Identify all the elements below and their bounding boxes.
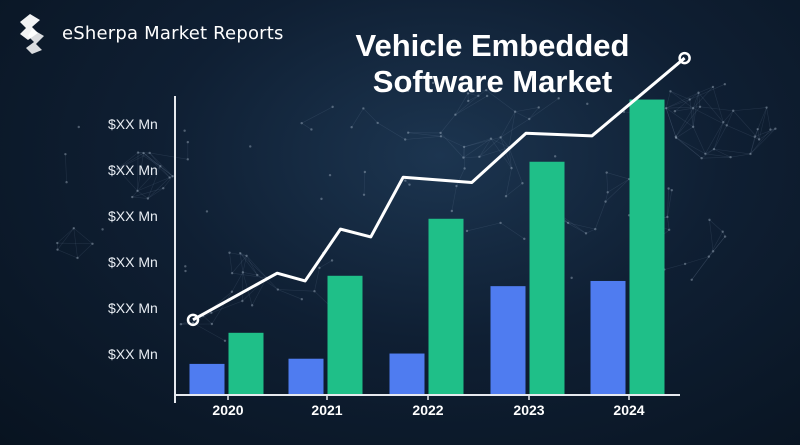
bar-green-2023 xyxy=(529,161,565,395)
trend-line xyxy=(192,56,686,322)
x-tick-label-2021: 2021 xyxy=(311,402,342,418)
y-tick-label: $XX Mn xyxy=(108,300,158,316)
x-axis-tick-labels: 2020 2021 2022 2023 2024 xyxy=(212,402,644,418)
trend-end-marker xyxy=(678,51,691,65)
trend-start-marker xyxy=(186,313,200,327)
y-tick-label: $XX Mn xyxy=(108,162,158,178)
bar-blue-2024 xyxy=(590,280,626,395)
brand-name: eSherpa Market Reports xyxy=(62,22,284,44)
bar-blue-2022 xyxy=(389,353,425,395)
esherpa-logo-icon xyxy=(20,14,44,54)
bar-blue-2021 xyxy=(288,358,324,395)
bar-blue-2023 xyxy=(490,286,526,395)
y-tick-label: $XX Mn xyxy=(108,254,158,270)
bar-green-2022 xyxy=(428,218,464,395)
bar-blue-2020 xyxy=(189,363,225,395)
y-tick-label: $XX Mn xyxy=(108,346,158,362)
x-tick-label-2023: 2023 xyxy=(513,402,544,418)
x-tick-label-2022: 2022 xyxy=(412,402,443,418)
brand-header: eSherpa Market Reports xyxy=(10,10,284,56)
bar-green-2020 xyxy=(228,332,264,395)
chart-axes xyxy=(174,96,680,403)
y-tick-label: $XX Mn xyxy=(108,116,158,132)
x-tick-label-2024: 2024 xyxy=(613,402,644,418)
chart-title: Vehicle Embedded Software Market xyxy=(355,28,630,99)
bar-green-2024 xyxy=(629,99,665,396)
y-axis-tick-labels: $XX Mn $XX Mn $XX Mn $XX Mn $XX Mn $XX Mn xyxy=(108,116,158,362)
x-tick-label-2020: 2020 xyxy=(212,402,243,418)
bar-green-2021 xyxy=(327,275,363,395)
trend-line-group xyxy=(186,51,691,327)
y-tick-label: $XX Mn xyxy=(108,208,158,224)
bar-series xyxy=(189,99,665,396)
